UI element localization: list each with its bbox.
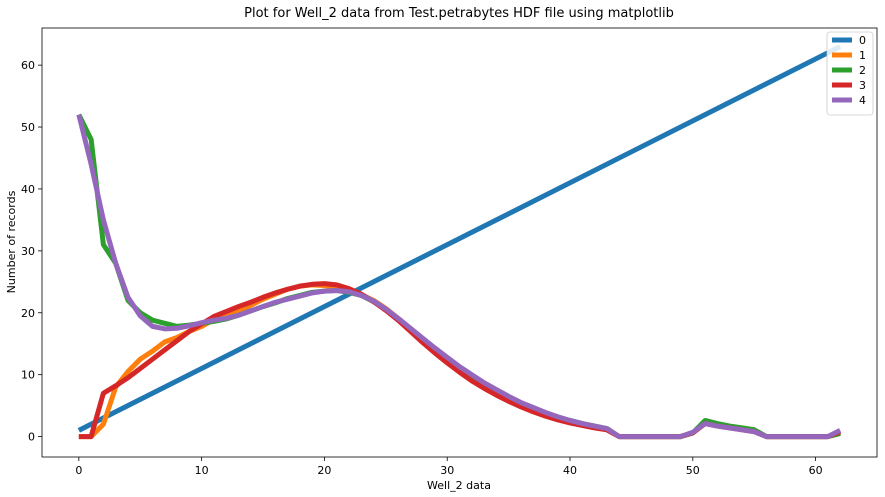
legend-label-1: 1 (859, 49, 866, 62)
y-tick-label: 10 (21, 369, 35, 382)
legend: 0 1 2 3 4 (826, 31, 874, 116)
y-tick-label: 60 (21, 59, 35, 72)
chart-title: Plot for Well_2 data from Test.petrabyte… (244, 6, 674, 21)
y-axis: 0 10 20 30 40 50 60 (21, 59, 42, 444)
series-lines (76, 44, 842, 440)
x-tick-label: 0 (75, 464, 82, 477)
x-tick-label: 20 (317, 464, 331, 477)
legend-box (826, 31, 874, 116)
legend-label-0: 0 (859, 34, 866, 47)
y-axis-title: Number of records (5, 190, 18, 293)
x-axis: 0 10 20 30 40 50 60 (75, 457, 823, 477)
y-tick-label: 20 (21, 307, 35, 320)
series-line-0 (77, 44, 842, 433)
series-line-4 (76, 114, 842, 440)
x-axis-title: Well_2 data (427, 479, 491, 492)
legend-label-4: 4 (859, 94, 866, 107)
legend-label-3: 3 (859, 79, 866, 92)
y-tick-label: 0 (28, 431, 35, 444)
x-tick-label: 30 (440, 464, 454, 477)
x-tick-label: 50 (686, 464, 700, 477)
y-tick-label: 40 (21, 183, 35, 196)
x-tick-label: 60 (809, 464, 823, 477)
y-tick-label: 50 (21, 121, 35, 134)
x-tick-label: 40 (563, 464, 577, 477)
x-tick-label: 10 (195, 464, 209, 477)
y-tick-label: 30 (21, 245, 35, 258)
legend-label-2: 2 (859, 64, 866, 77)
